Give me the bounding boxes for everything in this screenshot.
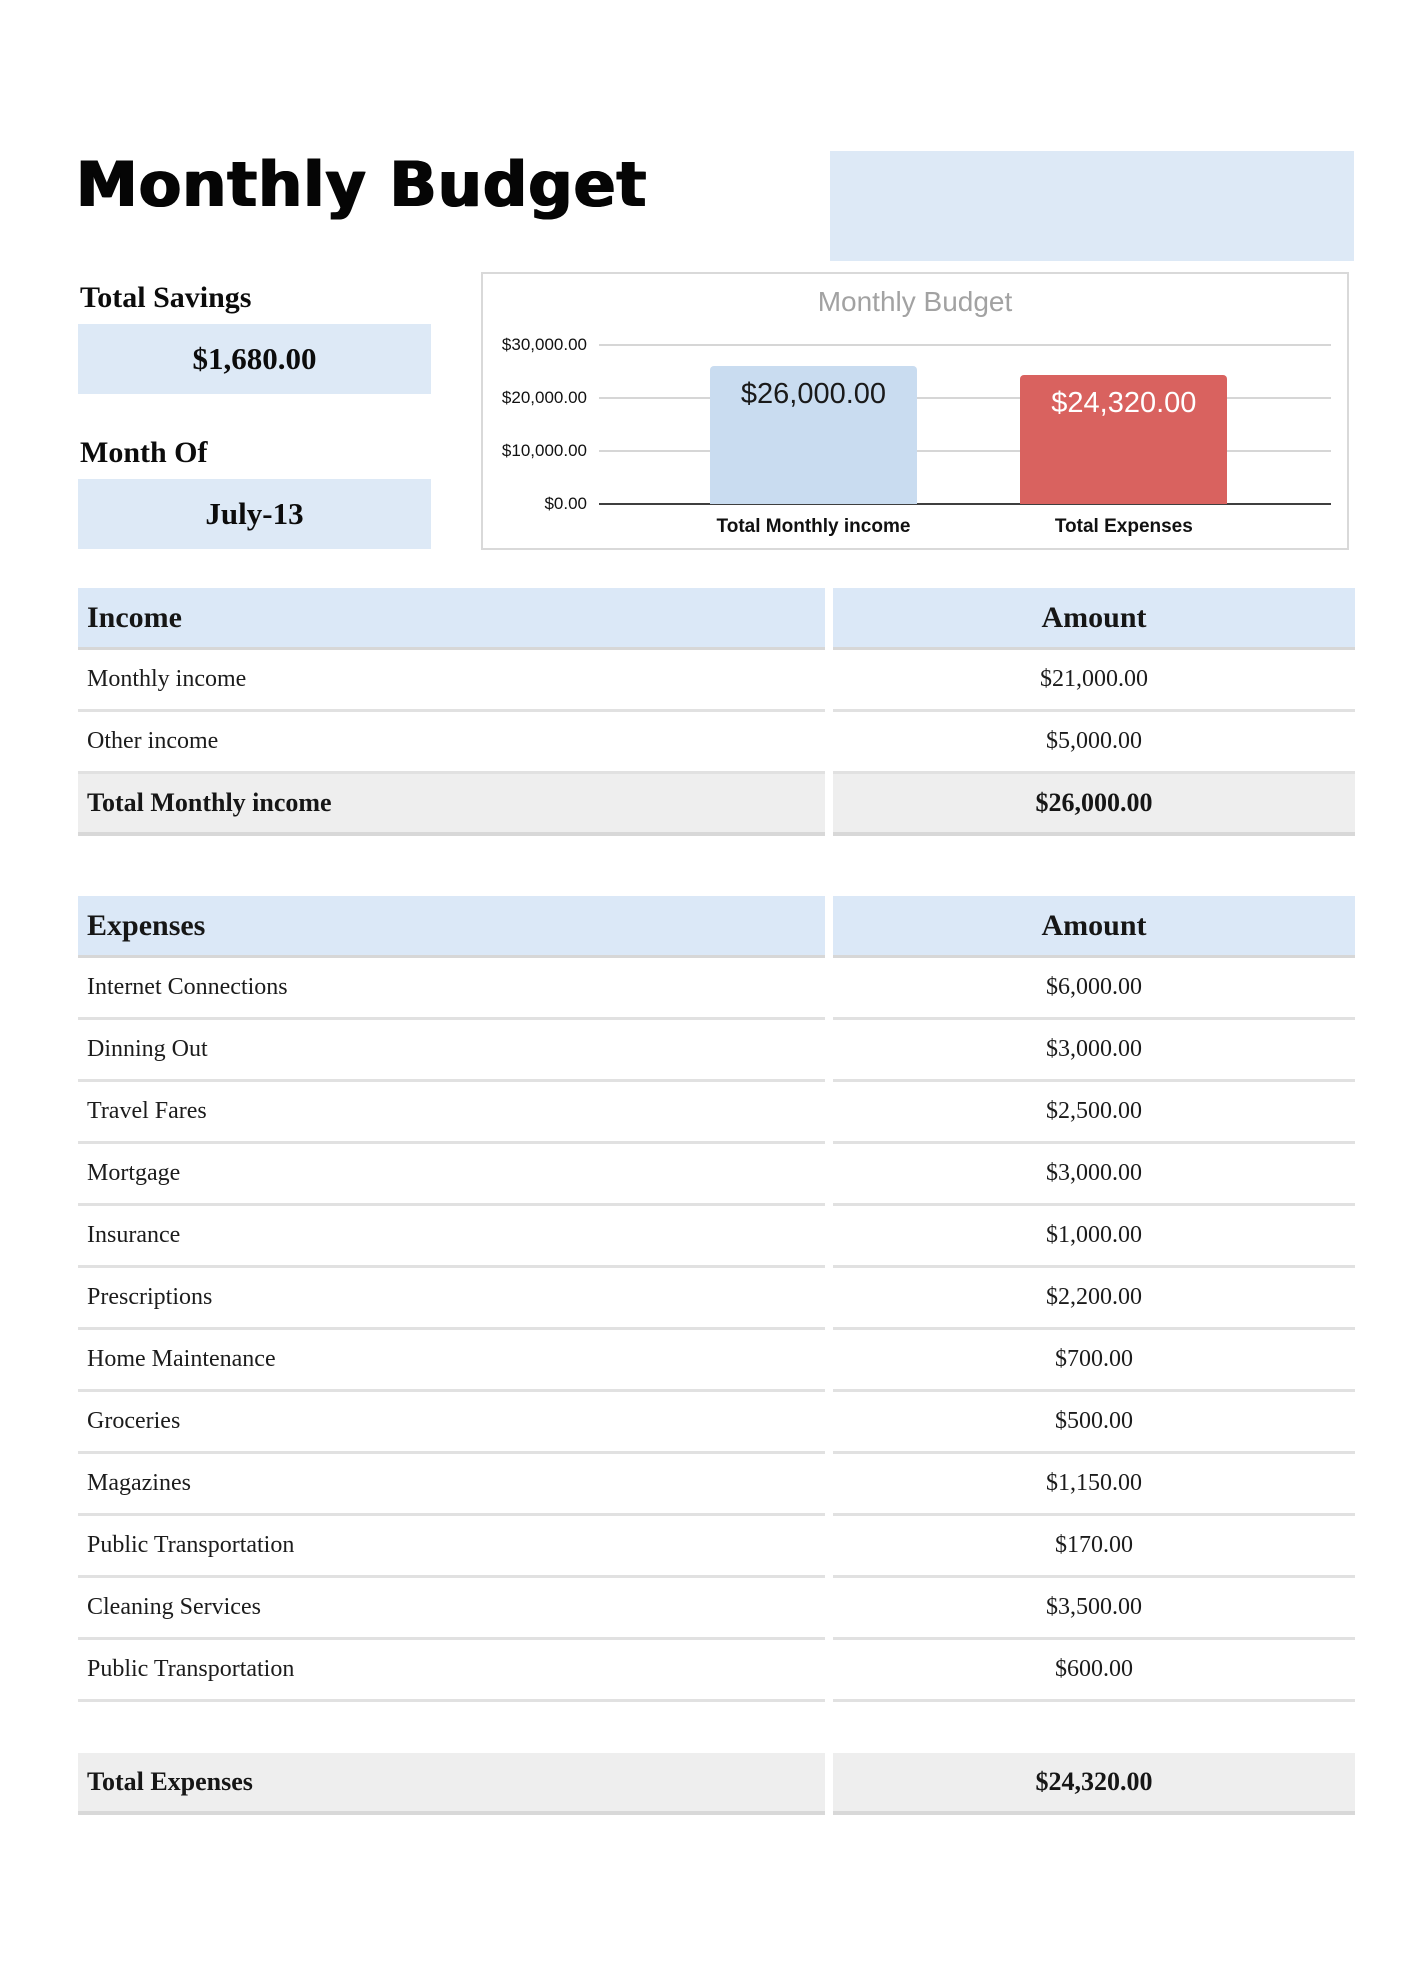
row-label-cell[interactable]: Public Transportation <box>78 1640 825 1702</box>
row-amount-cell[interactable]: $700.00 <box>833 1330 1355 1392</box>
bar-value-label: $26,000.00 <box>740 378 887 411</box>
x-axis-line <box>599 503 1331 505</box>
table-row: Public Transportation $170.00 <box>78 1516 1355 1578</box>
table-total-row: Total Monthly income $26,000.00 <box>78 774 1355 836</box>
table-row: Dinning Out $3,000.00 <box>78 1020 1355 1082</box>
row-label-cell[interactable]: Home Maintenance <box>78 1330 825 1392</box>
table-row: Travel Fares $2,500.00 <box>78 1082 1355 1144</box>
notes-field[interactable] <box>830 151 1354 261</box>
row-amount-cell[interactable]: $3,000.00 <box>833 1144 1355 1206</box>
table-row: Other income $5,000.00 <box>78 712 1355 774</box>
row-amount-cell[interactable]: $21,000.00 <box>833 650 1355 712</box>
row-label-cell[interactable]: Internet Connections <box>78 958 825 1020</box>
table-row: Public Transportation $600.00 <box>78 1640 1355 1702</box>
row-amount-cell[interactable]: $3,500.00 <box>833 1578 1355 1640</box>
row-label-cell[interactable]: Insurance <box>78 1206 825 1268</box>
total-savings-field[interactable]: $1,680.00 <box>78 324 431 394</box>
row-amount-cell: $24,320.00 <box>833 1753 1355 1815</box>
expenses-table: Expenses Amount Internet Connections $6,000… <box>78 896 1355 1702</box>
income-table: Income Amount Monthly income $21,000.00 Othe… <box>78 588 1355 836</box>
row-label-cell[interactable]: Other income <box>78 712 825 774</box>
month-of-value: July-13 <box>205 496 304 531</box>
table-row: Cleaning Services $3,500.00 <box>78 1578 1355 1640</box>
row-label-cell[interactable]: Magazines <box>78 1454 825 1516</box>
bar-total-monthly-income: $26,000.00 <box>709 366 917 504</box>
x-axis-category-label: Total Expenses <box>1054 516 1193 537</box>
total-expenses-row: Total Expenses $24,320.00 <box>78 1753 1355 1815</box>
table-row: Prescriptions $2,200.00 <box>78 1268 1355 1330</box>
gridline <box>599 450 1331 452</box>
y-axis-tick-label: $10,000.00 <box>501 441 587 460</box>
gridline <box>599 344 1331 346</box>
row-amount-cell[interactable]: $500.00 <box>833 1392 1355 1454</box>
row-amount-cell[interactable]: $600.00 <box>833 1640 1355 1702</box>
budget-chart: Monthly Budget $0.00 $10,000.00 $20,000.00… <box>481 272 1349 550</box>
row-amount-cell[interactable]: $3,000.00 <box>833 1020 1355 1082</box>
row-label-cell[interactable]: Dinning Out <box>78 1020 825 1082</box>
row-amount-cell[interactable]: $170.00 <box>833 1516 1355 1578</box>
row-amount-cell: $26,000.00 <box>833 774 1355 836</box>
row-label-cell[interactable]: Travel Fares <box>78 1082 825 1144</box>
row-amount-cell: Amount <box>833 588 1355 650</box>
row-amount-cell[interactable]: $1,150.00 <box>833 1454 1355 1516</box>
gridline <box>599 397 1331 399</box>
y-axis-tick-label: $20,000.00 <box>501 388 587 407</box>
page-title: Monthly Budget <box>76 148 648 221</box>
row-label-cell: Income <box>78 588 825 650</box>
row-amount-cell[interactable]: $5,000.00 <box>833 712 1355 774</box>
row-amount-cell[interactable]: $2,200.00 <box>833 1268 1355 1330</box>
row-label-cell: Total Expenses <box>78 1753 825 1815</box>
y-axis-tick-label: $30,000.00 <box>501 335 587 354</box>
table-row: Magazines $1,150.00 <box>78 1454 1355 1516</box>
table-row: Monthly income $21,000.00 <box>78 650 1355 712</box>
table-header-row: Expenses Amount <box>78 896 1355 958</box>
x-axis-category-label: Total Monthly income <box>716 516 911 537</box>
row-label-cell[interactable]: Groceries <box>78 1392 825 1454</box>
table-row: Home Maintenance $700.00 <box>78 1330 1355 1392</box>
table-row: Insurance $1,000.00 <box>78 1206 1355 1268</box>
month-of-label: Month Of <box>80 436 208 469</box>
row-amount-cell[interactable]: $1,000.00 <box>833 1206 1355 1268</box>
bar-total-expenses: $24,320.00 <box>1020 375 1228 504</box>
month-of-field[interactable]: July-13 <box>78 479 431 549</box>
row-amount-cell: Amount <box>833 896 1355 958</box>
row-label-cell: Total Monthly income <box>78 774 825 836</box>
row-label-cell[interactable]: Monthly income <box>78 650 825 712</box>
row-label-cell[interactable]: Cleaning Services <box>78 1578 825 1640</box>
y-axis-tick-label: $0.00 <box>544 494 587 513</box>
chart-title: Monthly Budget <box>817 286 1013 317</box>
row-amount-cell[interactable]: $6,000.00 <box>833 958 1355 1020</box>
table-row: Internet Connections $6,000.00 <box>78 958 1355 1020</box>
table-total-row: Total Expenses $24,320.00 <box>78 1753 1355 1815</box>
total-savings-label: Total Savings <box>80 281 252 314</box>
table-row: Mortgage $3,000.00 <box>78 1144 1355 1206</box>
table-row: Groceries $500.00 <box>78 1392 1355 1454</box>
table-header-row: Income Amount <box>78 588 1355 650</box>
row-amount-cell[interactable]: $2,500.00 <box>833 1082 1355 1144</box>
row-label-cell: Expenses <box>78 896 825 958</box>
chart-canvas: $0.00 $10,000.00 $20,000.00 $30,000.00 $26,0… <box>483 274 1347 548</box>
row-label-cell[interactable]: Public Transportation <box>78 1516 825 1578</box>
row-label-cell[interactable]: Prescriptions <box>78 1268 825 1330</box>
bar-value-label: $24,320.00 <box>1051 387 1197 420</box>
total-savings-value: $1,680.00 <box>192 341 317 376</box>
row-label-cell[interactable]: Mortgage <box>78 1144 825 1206</box>
